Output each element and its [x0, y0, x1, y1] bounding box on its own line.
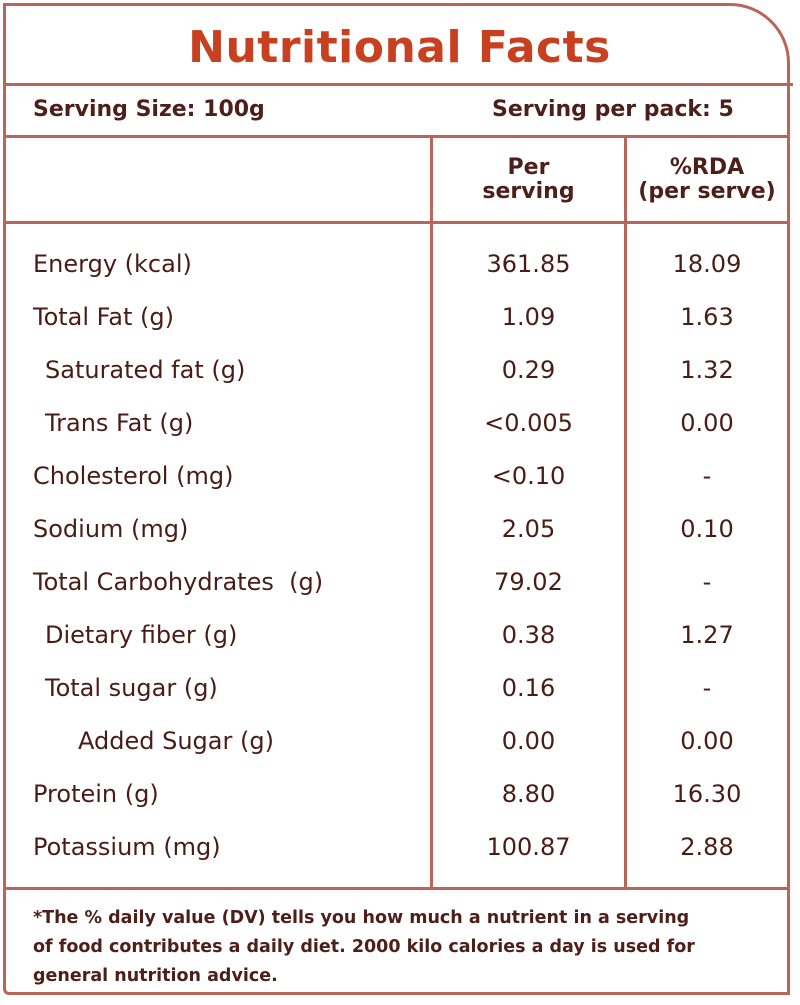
rda-value: 1.32: [680, 356, 734, 384]
table-row: Sodium (mg) 2.05 0.10: [6, 501, 787, 554]
table-row: Saturated fat (g) 0.29 1.32: [6, 342, 787, 395]
rda-value: 18.09: [672, 250, 742, 278]
column-header-rda-line1: %RDA: [669, 155, 745, 180]
rda-value: 2.88: [680, 833, 734, 861]
rda-value: 0.10: [680, 515, 734, 543]
serving-size: Serving Size: 100g: [33, 97, 265, 122]
rda-value: 1.63: [680, 303, 734, 331]
per-serving-value: 2.05: [501, 515, 556, 543]
table-row: Trans Fat (g) <0.005 0.00: [6, 395, 787, 448]
column-header-per-serving: Per serving: [433, 156, 624, 204]
rda-value: -: [702, 568, 712, 596]
servings-per-pack: Serving per pack: 5: [492, 97, 734, 122]
column-header-rda: %RDA (per serve): [627, 156, 787, 204]
column-header-rda-line2: (per serve): [638, 179, 776, 204]
table-row: Total sugar (g) 0.16 -: [6, 660, 787, 713]
rda-value: 16.30: [672, 780, 742, 808]
header-divider: [6, 221, 787, 224]
nutrient-name: Added Sugar (g): [78, 727, 274, 755]
column-divider-2: [624, 138, 627, 890]
nutrition-facts-panel: Nutritional Facts Serving Size: 100g Ser…: [3, 3, 793, 995]
rda-value: 0.00: [680, 727, 734, 755]
column-header-per-serving-line1: Per: [507, 155, 550, 180]
rda-value: -: [702, 674, 712, 702]
nutrient-name: Total Carbohydrates (g): [33, 568, 324, 596]
footnote: *The % daily value (DV) tells you how mu…: [33, 904, 753, 991]
per-serving-value: 79.02: [494, 568, 563, 596]
nutrient-name: Potassium (mg): [33, 833, 221, 861]
footnote-line: of food contributes a daily diet. 2000 k…: [33, 937, 695, 957]
footnote-line: *The % daily value (DV) tells you how mu…: [33, 908, 690, 928]
per-serving-value: 8.80: [501, 780, 556, 808]
nutrient-name: Protein (g): [33, 780, 159, 808]
footnote-line: general nutrition advice.: [33, 966, 278, 986]
nutrient-name: Total sugar (g): [45, 674, 218, 702]
per-serving-value: 0.29: [501, 356, 556, 384]
table-row: Total Fat (g) 1.09 1.63: [6, 289, 787, 342]
rda-value: 1.27: [680, 621, 734, 649]
table-row: Energy (kcal) 361.85 18.09: [6, 236, 787, 289]
serving-info-row: Serving Size: 100g Serving per pack: 5: [6, 86, 787, 138]
footer-divider: [6, 887, 787, 890]
table-row: Protein (g) 8.80 16.30: [6, 766, 787, 819]
per-serving-value: 1.09: [501, 303, 556, 331]
nutrient-name: Sodium (mg): [33, 515, 189, 543]
nutrient-name: Total Fat (g): [33, 303, 174, 331]
per-serving-value: <0.10: [491, 462, 566, 490]
rda-value: -: [702, 462, 712, 490]
nutrient-name: Saturated fat (g): [45, 356, 246, 384]
per-serving-value: 0.16: [501, 674, 556, 702]
table-row: Cholesterol (mg) <0.10 -: [6, 448, 787, 501]
per-serving-value: 100.87: [486, 833, 571, 861]
per-serving-value: 0.00: [501, 727, 556, 755]
column-header-per-serving-line2: serving: [482, 179, 575, 204]
nutrient-name: Cholesterol (mg): [33, 462, 234, 490]
table-row: Added Sugar (g) 0.00 0.00: [6, 713, 787, 766]
column-divider-1: [430, 138, 433, 890]
per-serving-value: 361.85: [486, 250, 571, 278]
table-row: Total Carbohydrates (g) 79.02 -: [6, 554, 787, 607]
nutrient-name: Trans Fat (g): [45, 409, 194, 437]
table-row: Dietary fiber (g) 0.38 1.27: [6, 607, 787, 660]
per-serving-value: 0.38: [501, 621, 556, 649]
rda-value: 0.00: [680, 409, 734, 437]
nutrient-name: Energy (kcal): [33, 250, 192, 278]
panel-title: Nutritional Facts: [6, 6, 793, 86]
per-serving-value: <0.005: [484, 409, 573, 437]
table-row: Potassium (mg) 100.87 2.88: [6, 819, 787, 872]
nutrient-name: Dietary fiber (g): [45, 621, 238, 649]
